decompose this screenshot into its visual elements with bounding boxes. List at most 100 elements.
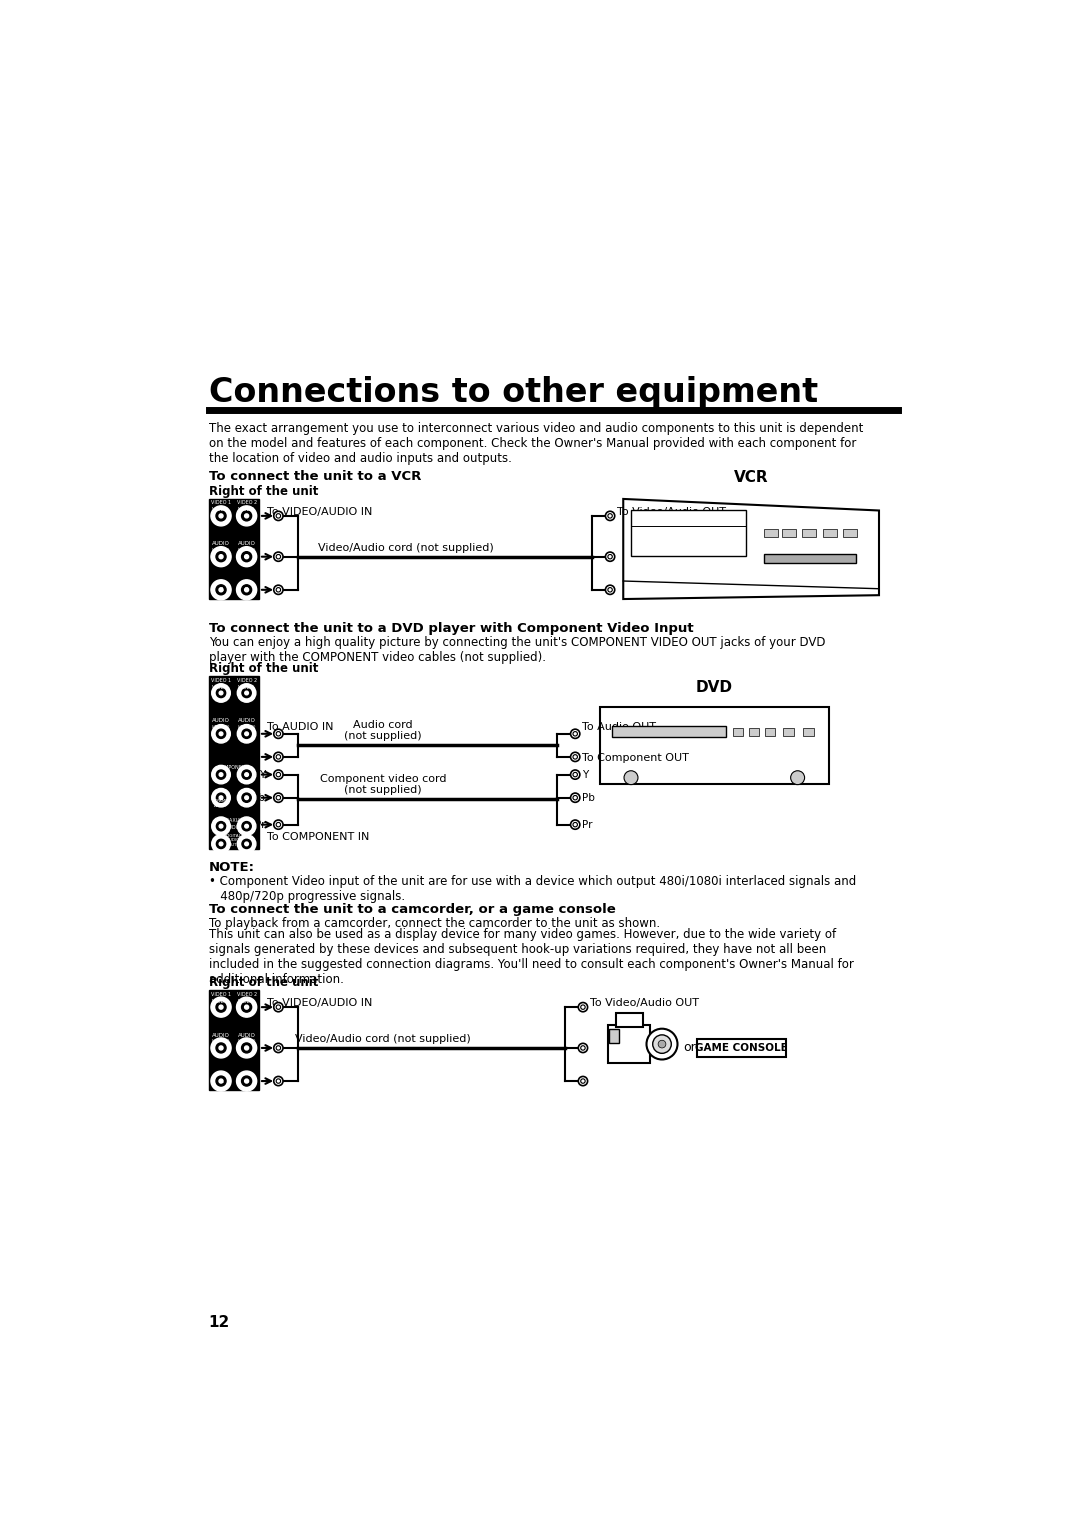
Text: 12: 12 (208, 1315, 230, 1330)
Circle shape (219, 825, 222, 828)
Circle shape (278, 1006, 280, 1008)
Circle shape (575, 797, 576, 799)
Text: Video/Audio cord (not supplied): Video/Audio cord (not supplied) (295, 1034, 471, 1044)
Circle shape (276, 823, 281, 826)
Circle shape (606, 553, 615, 562)
Circle shape (237, 1070, 257, 1092)
Circle shape (211, 505, 231, 525)
Circle shape (578, 1077, 588, 1086)
Circle shape (647, 1029, 677, 1060)
Circle shape (573, 796, 578, 800)
Circle shape (219, 1005, 224, 1009)
Text: Pr: Pr (255, 820, 266, 829)
Text: Right of the unit: Right of the unit (208, 976, 318, 989)
Circle shape (242, 770, 252, 779)
Text: L(MONO): L(MONO) (212, 725, 230, 730)
Bar (600, 707, 828, 783)
Text: VIDEO 2: VIDEO 2 (237, 678, 257, 683)
Circle shape (273, 1043, 283, 1052)
Circle shape (242, 585, 252, 596)
Circle shape (608, 554, 612, 559)
Circle shape (276, 796, 281, 800)
Circle shape (242, 1077, 252, 1086)
Circle shape (575, 823, 576, 826)
Circle shape (211, 1070, 231, 1092)
Circle shape (276, 1005, 281, 1009)
Text: DIGITAL
AUDIO
OUT: DIGITAL AUDIO OUT (226, 834, 241, 847)
Circle shape (570, 770, 580, 779)
Circle shape (212, 817, 230, 835)
Circle shape (278, 823, 280, 826)
Circle shape (273, 553, 283, 562)
Circle shape (237, 580, 257, 600)
Text: L(MONO): L(MONO) (238, 725, 256, 730)
Bar (631, 510, 746, 556)
Circle shape (212, 724, 230, 744)
Circle shape (211, 1038, 231, 1058)
Bar (764, 554, 856, 563)
Circle shape (244, 1046, 248, 1051)
Circle shape (212, 765, 230, 783)
Text: L(MONO): L(MONO) (212, 548, 230, 553)
Bar (823, 528, 837, 536)
Text: AUDIO: AUDIO (212, 541, 230, 547)
Circle shape (219, 731, 222, 736)
Circle shape (609, 589, 611, 591)
Circle shape (575, 774, 576, 776)
Circle shape (573, 823, 578, 826)
Circle shape (216, 822, 226, 831)
Bar (732, 728, 743, 736)
Circle shape (219, 1046, 224, 1051)
Circle shape (242, 793, 252, 802)
Circle shape (606, 512, 615, 521)
Text: To Video/Audio OUT: To Video/Audio OUT (617, 507, 726, 516)
Circle shape (216, 730, 226, 739)
Circle shape (278, 1048, 280, 1049)
Circle shape (273, 730, 283, 739)
Text: Y: Y (582, 770, 589, 780)
Circle shape (245, 773, 248, 776)
Bar (208, 499, 259, 599)
Circle shape (245, 731, 248, 736)
Circle shape (276, 513, 281, 518)
Text: Pb: Pb (582, 793, 595, 803)
Text: Right of the unit: Right of the unit (208, 486, 318, 498)
Circle shape (242, 1002, 252, 1012)
Text: DVD: DVD (696, 681, 733, 695)
Circle shape (273, 1077, 283, 1086)
Text: To VIDEO/AUDIO IN: To VIDEO/AUDIO IN (267, 507, 373, 516)
Circle shape (278, 1080, 280, 1083)
Circle shape (242, 1043, 252, 1054)
Circle shape (212, 684, 230, 702)
Text: Pb: Pb (253, 793, 266, 803)
Circle shape (278, 774, 280, 776)
Circle shape (237, 505, 257, 525)
Circle shape (244, 554, 248, 559)
Circle shape (570, 793, 580, 802)
Circle shape (244, 1080, 248, 1083)
Bar (783, 728, 794, 736)
Circle shape (791, 771, 805, 785)
Circle shape (276, 754, 281, 759)
Text: VCR: VCR (733, 470, 769, 486)
Bar (608, 1025, 650, 1063)
Text: VIDEO: VIDEO (238, 684, 255, 690)
Bar (843, 528, 858, 536)
Circle shape (216, 551, 226, 562)
Circle shape (245, 841, 248, 846)
Text: L(MONO): L(MONO) (238, 1040, 256, 1043)
Circle shape (573, 773, 578, 777)
Text: To VIDEO/AUDIO IN: To VIDEO/AUDIO IN (267, 999, 373, 1008)
Text: To connect the unit to a VCR: To connect the unit to a VCR (208, 470, 421, 484)
Bar (208, 989, 259, 1090)
Text: AUDIO: AUDIO (212, 718, 230, 724)
Circle shape (606, 585, 615, 594)
Bar (697, 1038, 786, 1057)
Circle shape (219, 692, 222, 695)
Circle shape (273, 512, 283, 521)
Text: To playback from a camcorder, connect the camcorder to the unit as shown.: To playback from a camcorder, connect th… (208, 918, 660, 930)
Circle shape (216, 770, 226, 779)
Circle shape (219, 841, 222, 846)
Bar (802, 528, 816, 536)
Text: Y/AML
AUDIO: Y/AML AUDIO (214, 799, 228, 808)
